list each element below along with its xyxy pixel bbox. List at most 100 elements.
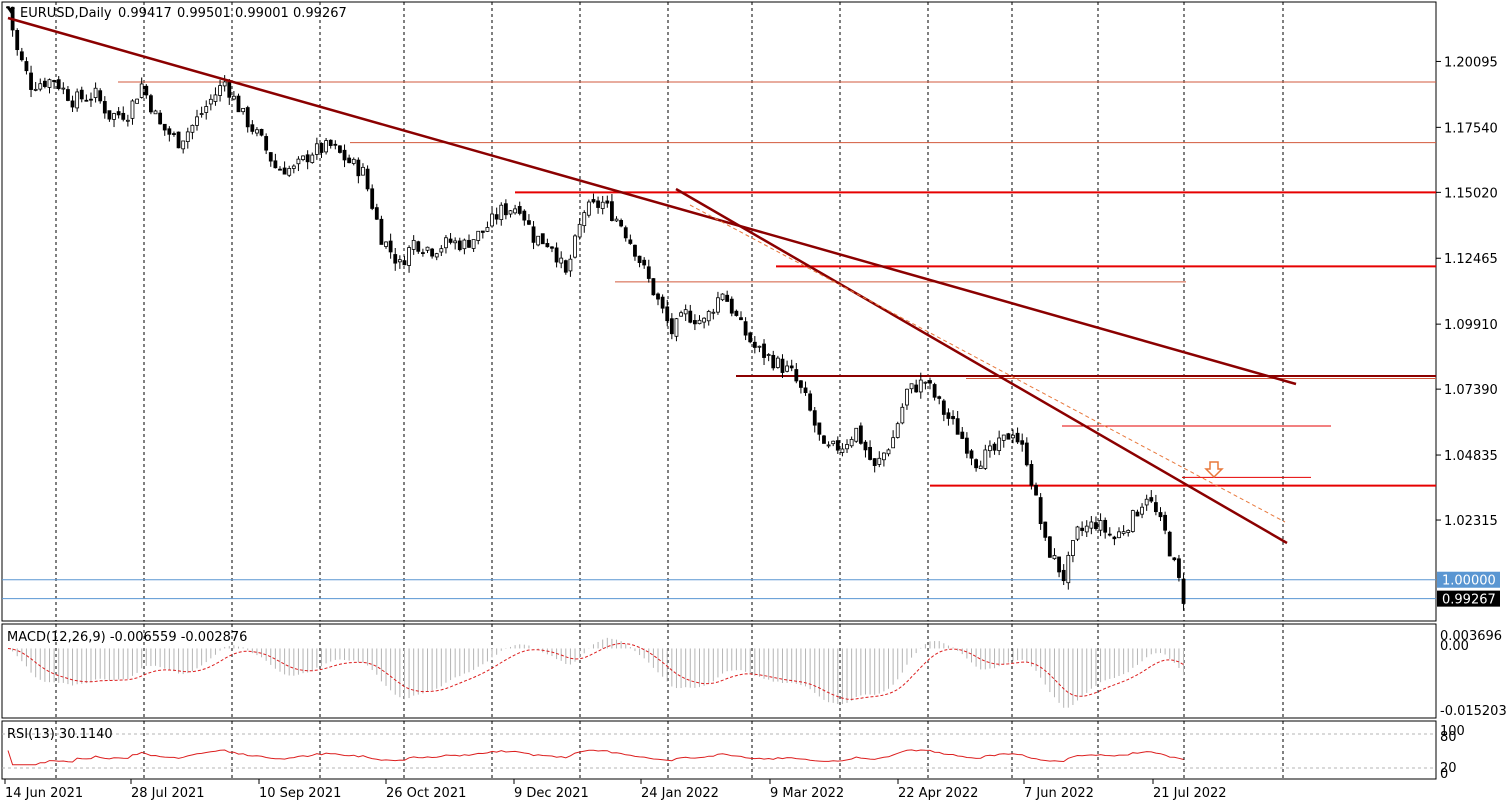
candle-body [923,381,928,384]
candle-body [937,396,942,399]
candle-body [310,154,315,163]
rsi-line [7,749,1184,766]
price-tick-label: 1.17540 [1444,121,1498,136]
symbol-dropdown-icon[interactable] [7,8,15,14]
candle-body [24,61,29,72]
candle-body [766,354,771,356]
candle-body [918,379,923,393]
ohlc-close: 0.99267 [293,6,347,21]
candle-body [748,332,753,343]
date-label: 14 Jun 2021 [5,786,83,801]
candle-body [559,257,564,264]
candle-body [974,459,978,469]
candle-body [388,240,393,253]
level-lines [2,81,1436,600]
candle-body [208,98,213,105]
candle-body [928,380,932,384]
candle-body [1011,434,1015,439]
rsi-label: RSI(13) 30.1140 [7,727,113,742]
candle-body [550,246,554,249]
candle-body [282,167,287,175]
candle-body [1015,432,1020,443]
candle-body [997,437,1002,451]
candle-body [831,440,836,445]
candle-body [241,107,246,113]
candle-body [1172,557,1177,561]
candle-body [370,188,375,209]
candle-body [849,439,854,447]
candle-body [93,87,98,98]
candle-body [628,239,633,244]
candle-body [785,365,789,372]
candle-body [642,259,647,266]
candle-body [305,154,310,163]
candle-body [453,240,458,244]
candle-body [789,365,794,369]
candle-body [301,155,305,160]
candle-body [264,136,269,151]
candle-body [775,357,780,368]
candle-body [439,248,444,253]
candle-body [577,223,582,238]
candle-body [199,113,204,115]
candle-body [513,208,517,214]
price-tick-label: 1.07390 [1444,383,1498,398]
candle-body [338,145,342,153]
candle-body [84,99,89,102]
candle-body [393,254,398,264]
candle-body [79,89,84,100]
candle-body [425,246,430,251]
parity-level-box [1437,571,1500,588]
candle-body [716,297,720,313]
candle-body [725,294,730,302]
candle-body [462,239,467,250]
candle-body [379,218,384,245]
price-tick-label: 1.09910 [1444,318,1498,333]
candle-body [1071,540,1075,556]
macd-histogram [12,637,1185,708]
date-axis: 14 Jun 2021 28 Jul 2021 10 Sep 2021 26 Oct … [4,779,1227,801]
candle-body [6,6,10,9]
candle-body [508,210,513,215]
candle-body [941,400,946,415]
trend-lines [7,16,1297,545]
candle-body [480,230,485,233]
macd-panel: MACD(12,26,9) -0.006559 -0.002876 0.0036… [1,623,1507,719]
candle-body [932,384,937,398]
date-label: 24 Jan 2022 [641,786,719,801]
macd-axis-top: 0.003696 [1440,629,1502,644]
candle-body [291,165,296,169]
candle-body [181,140,186,150]
rsi-axis-0: 0 [1440,767,1448,782]
candle-body [1140,506,1144,515]
candle-body [457,240,462,251]
candle-body [1177,558,1181,578]
candle-body [1066,554,1071,584]
candle-body [347,157,352,164]
candle-body [172,133,176,135]
trend-line [675,187,1288,545]
candle-body [250,124,255,132]
candle-body [969,450,974,459]
candle-body [1094,522,1098,530]
candle-body [1075,526,1080,540]
candle-body [139,83,144,98]
candle-body [660,296,665,309]
candle-body [946,412,951,419]
candle-body [287,168,292,176]
candle-body [407,247,411,266]
candle-body [397,259,402,263]
candle-body [563,260,568,273]
candle-body [729,298,734,314]
candle-body [448,238,453,243]
rsi-panel-border [1,720,1437,780]
candle-body [554,247,559,263]
candle-body [503,203,508,216]
candle-body [545,243,550,248]
date-label: 9 Mar 2022 [770,786,844,801]
candle-body [314,143,319,155]
price-vertical-grid [55,2,1284,621]
date-label: 7 Jun 2022 [1024,786,1094,801]
candle-body [255,129,259,134]
price-axis: 1.20095 1.17540 1.15020 1.12465 1.09910 1.073… [1436,55,1498,529]
